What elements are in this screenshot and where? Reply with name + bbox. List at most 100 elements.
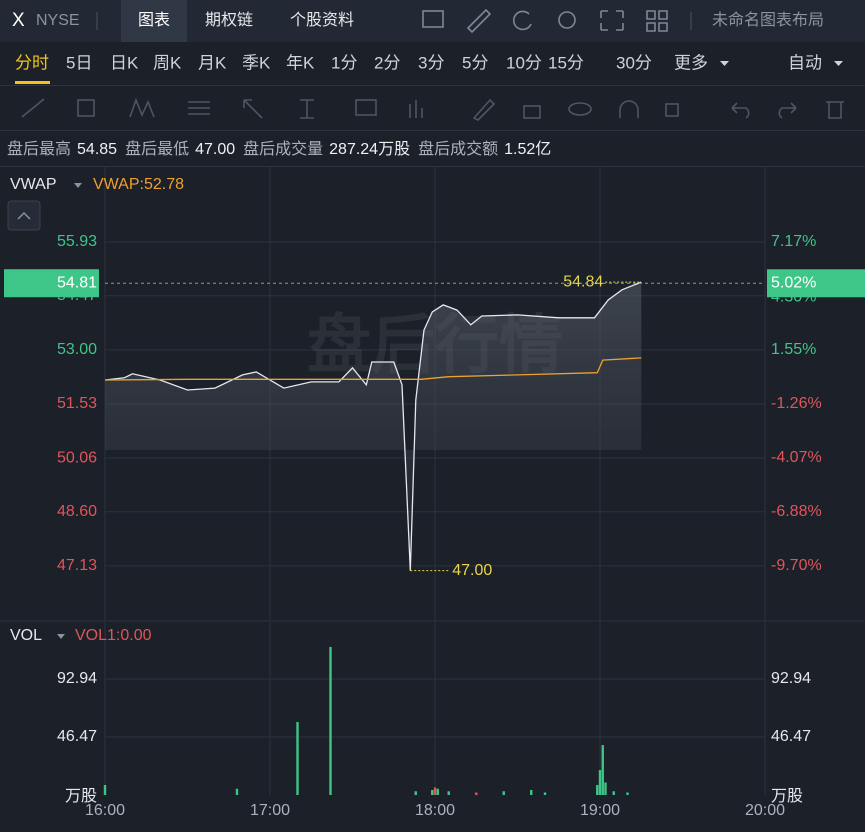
y-tick-label: 48.60 <box>57 503 97 520</box>
y2-tick-label: 46.47 <box>771 728 811 745</box>
exchange: NYSE <box>36 12 80 29</box>
x-tick-label: 19:00 <box>580 802 620 819</box>
price-line <box>104 281 642 571</box>
stats-line: 盘后最高 54.85 盘后最低 47.00 盘后成交量 287.24万股 盘后成交额 1.52… <box>7 139 551 158</box>
tab[interactable]: 期权链 <box>205 11 253 29</box>
volume-bar <box>475 792 478 795</box>
period-tab[interactable]: 分时 <box>15 53 49 72</box>
x-tick-label: 18:00 <box>415 802 455 819</box>
icon-magnet[interactable] <box>619 100 639 118</box>
y2-tick-label: -6.88% <box>771 503 822 520</box>
icon-layout[interactable] <box>646 10 668 32</box>
volume-bar <box>329 646 332 795</box>
y-tick-label: 50.06 <box>57 449 97 466</box>
collapse-button[interactable] <box>7 200 41 231</box>
layout-name[interactable]: 未命名图表布局 <box>712 11 824 29</box>
icon-bars-tool[interactable] <box>409 100 423 118</box>
icon-text-tool[interactable] <box>300 99 314 119</box>
icon-redo[interactable] <box>778 102 797 119</box>
icon-eye[interactable] <box>568 102 592 116</box>
x-tick-label: 16:00 <box>85 802 125 819</box>
annotation-label: 54.84 <box>563 273 603 290</box>
last-price-label: 54.81 <box>57 274 97 291</box>
period-tab[interactable]: 5分 <box>462 53 488 72</box>
volume-bar <box>414 791 417 795</box>
indicator-name[interactable]: VWAP <box>10 176 57 193</box>
stat-label: 盘后成交额 <box>418 139 498 158</box>
stat-value: 54.85 <box>77 141 117 158</box>
volume-bar <box>235 788 239 795</box>
tab[interactable]: 个股资料 <box>290 11 354 29</box>
annotation-label: 47.00 <box>452 562 492 579</box>
last-change-label: 5.02% <box>771 274 816 291</box>
icon-chart[interactable] <box>422 10 444 28</box>
icon-refresh[interactable] <box>512 10 532 31</box>
period-row: 分时 5日 日K 周K 月K 季K 年K 1分 2分 3分 5分 10分 15分 30分 更多 自动 <box>15 53 843 84</box>
last-change-box <box>767 269 865 298</box>
period-tab[interactable]: 3分 <box>418 53 444 72</box>
period-tab[interactable]: 月K <box>198 53 227 72</box>
divider <box>0 166 865 167</box>
icon-undo[interactable] <box>731 102 750 119</box>
icon-brush[interactable] <box>472 98 496 121</box>
volume-bar <box>436 788 439 795</box>
collapse-icon <box>17 211 31 220</box>
tab[interactable]: 图表 <box>138 11 170 29</box>
volume-bar <box>543 792 547 795</box>
stat-value: 1.52亿 <box>504 140 551 158</box>
last-price-box <box>4 269 99 298</box>
symbol: X <box>12 10 25 31</box>
icon-settings[interactable] <box>558 11 576 29</box>
icon-delete[interactable] <box>826 101 844 119</box>
y-tick-label: 55.93 <box>57 233 97 250</box>
indicator-name[interactable]: VOL <box>10 627 42 644</box>
volume-bar <box>103 785 107 795</box>
icon-arrow-tool[interactable] <box>243 99 263 119</box>
period-tab[interactable]: 更多 <box>674 53 708 72</box>
y-tick-label: 53.00 <box>57 341 97 358</box>
icon-draw[interactable] <box>466 8 492 34</box>
volume-bar <box>626 792 629 795</box>
toolbar-icons <box>422 8 668 34</box>
period-tab[interactable]: 30分 <box>616 53 652 72</box>
icon-pattern-tool[interactable] <box>129 97 155 118</box>
period-tab[interactable]: 10分 <box>506 53 542 72</box>
period-tab[interactable]: 周K <box>153 53 182 72</box>
y-tick-label: 47.13 <box>57 557 97 574</box>
dropdown-arrow <box>74 183 82 188</box>
period-tab[interactable]: 5日 <box>66 53 92 72</box>
volume-bar <box>433 787 437 795</box>
volume-bar <box>601 745 604 795</box>
volume-bar <box>530 790 533 795</box>
y2-tick-label: 92.94 <box>771 670 811 687</box>
y-tick-label: 51.53 <box>57 395 97 412</box>
period-tab[interactable]: 日K <box>110 53 139 72</box>
period-tab[interactable]: 2分 <box>374 53 400 72</box>
divider <box>0 130 865 131</box>
icon-fullscreen[interactable] <box>600 10 624 31</box>
y2-unit: 万股 <box>771 787 803 805</box>
active-underline <box>15 81 50 84</box>
period-tab[interactable]: 年K <box>286 53 315 72</box>
icon-lock[interactable] <box>523 105 541 119</box>
period-tab[interactable]: 季K <box>242 53 271 72</box>
icon-rect-tool[interactable] <box>77 99 95 117</box>
y2-tick-label: -4.07% <box>771 449 822 466</box>
icon-note-tool[interactable] <box>355 99 377 116</box>
stat-label: 盘后最高 <box>7 139 71 158</box>
volume-bar <box>447 791 450 795</box>
period-tab[interactable]: 1分 <box>331 53 357 72</box>
icon-line-tool[interactable] <box>21 98 45 118</box>
icon-fib-tool[interactable] <box>188 101 210 115</box>
x-tick-label: 20:00 <box>745 802 785 819</box>
volume-bar <box>431 790 434 795</box>
stat-value: 287.24万股 <box>329 140 410 158</box>
mode[interactable]: 自动 <box>788 53 822 72</box>
icon-copy[interactable] <box>665 103 679 117</box>
period-tab[interactable]: 15分 <box>548 53 584 72</box>
indicator-value: VOL1:0.00 <box>75 627 152 644</box>
indicator-value: VWAP:52.78 <box>93 176 184 193</box>
stat-label: 盘后最低 <box>125 139 189 158</box>
